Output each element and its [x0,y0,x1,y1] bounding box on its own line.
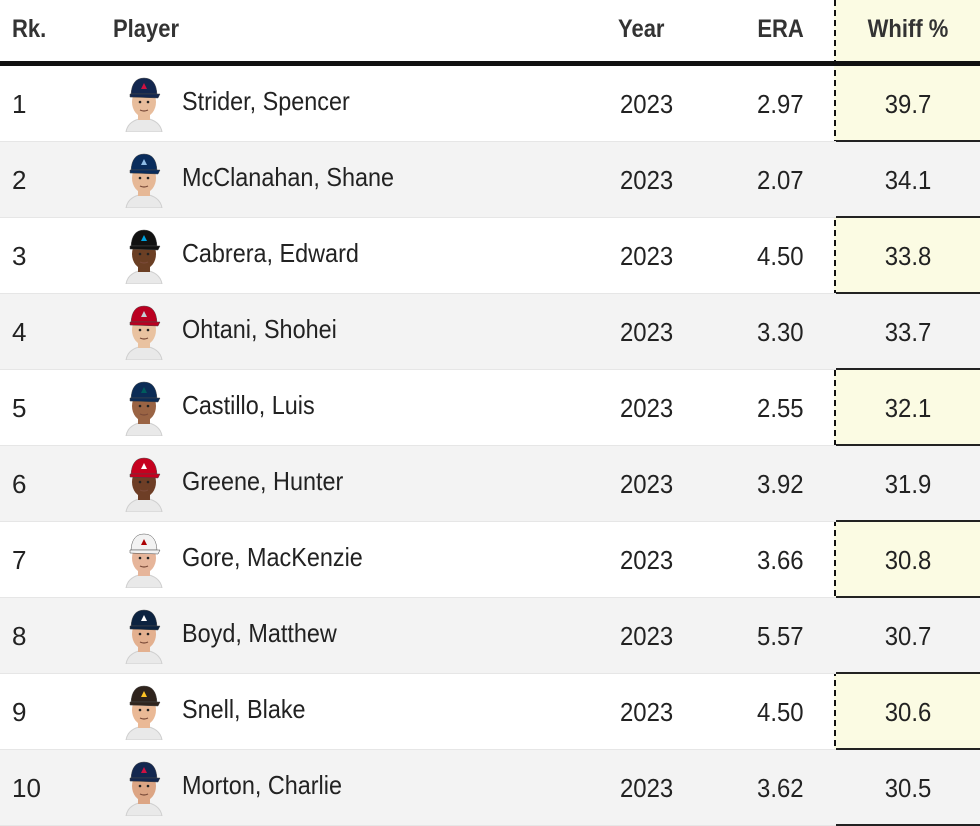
table-body: 1 Strider, Spencer 2023 2.97 39.7 2 McClanahan… [0,66,980,826]
player-headshot[interactable] [122,530,166,588]
player-name-link[interactable]: Boyd, Matthew [182,618,337,648]
whiff-column-highlight [834,0,980,826]
whiff-row-divider [836,368,980,370]
table-row: 10 Morton, Charlie 2023 3.62 30.5 [0,750,980,826]
rank-cell: 8 [12,621,27,651]
year-cell: 2023 [620,621,674,651]
player-name-link[interactable]: Snell, Blake [182,694,306,724]
rank-cell: 7 [12,545,27,575]
era-cell: 5.57 [757,621,804,651]
table-row: 3 Cabrera, Edward 2023 4.50 33.8 [0,218,980,294]
year-cell: 2023 [620,89,674,119]
player-headshot[interactable] [122,302,166,360]
player-name-link[interactable]: Cabrera, Edward [182,238,359,268]
player-name-link[interactable]: Gore, MacKenzie [182,542,363,572]
year-cell: 2023 [620,165,674,195]
whiff-cell: 33.7 [884,317,932,347]
rank-cell: 3 [12,241,27,271]
table-row: 5 Castillo, Luis 2023 2.55 32.1 [0,370,980,446]
player-headshot[interactable] [122,682,166,740]
era-cell: 3.66 [757,545,804,575]
header-player[interactable]: Player [113,15,180,43]
player-name-link[interactable]: McClanahan, Shane [182,162,395,192]
table-row: 4 Ohtani, Shohei 2023 3.30 33.7 [0,294,980,370]
whiff-cell: 39.7 [884,89,932,119]
era-cell: 3.62 [757,773,804,803]
era-cell: 4.50 [757,697,804,727]
whiff-cell: 30.7 [884,621,932,651]
whiff-row-divider [836,520,980,522]
player-name-link[interactable]: Strider, Spencer [182,86,350,116]
player-headshot[interactable] [122,150,166,208]
player-headshot[interactable] [122,454,166,512]
whiff-row-divider [836,140,980,142]
whiff-row-divider [836,748,980,750]
era-cell: 3.30 [757,317,804,347]
player-headshot[interactable] [122,606,166,664]
table-header: Rk. Player Year ERA Whiff % [0,0,980,66]
player-headshot[interactable] [122,226,166,284]
whiff-row-divider [836,216,980,218]
table-row: 7 Gore, MacKenzie 2023 3.66 30.8 [0,522,980,598]
whiff-cell: 32.1 [884,393,932,423]
table-row: 9 Snell, Blake 2023 4.50 30.6 [0,674,980,750]
player-name-link[interactable]: Greene, Hunter [182,466,344,496]
year-cell: 2023 [620,241,674,271]
rank-cell: 9 [12,697,27,727]
header-whiff[interactable]: Whiff % [867,15,949,43]
whiff-row-divider [836,672,980,674]
whiff-row-divider [836,824,980,826]
table-row: 1 Strider, Spencer 2023 2.97 39.7 [0,66,980,142]
whiff-cell: 31.9 [884,469,932,499]
whiff-row-divider [836,292,980,294]
header-rank[interactable]: Rk. [12,15,47,43]
player-headshot[interactable] [122,758,166,816]
year-cell: 2023 [620,545,674,575]
player-name-link[interactable]: Morton, Charlie [182,770,342,800]
table-row: 8 Boyd, Matthew 2023 5.57 30.7 [0,598,980,674]
year-cell: 2023 [620,469,674,499]
player-name-link[interactable]: Ohtani, Shohei [182,314,337,344]
year-cell: 2023 [620,317,674,347]
era-cell: 2.55 [757,393,804,423]
whiff-cell: 33.8 [884,241,932,271]
era-cell: 2.07 [757,165,804,195]
year-cell: 2023 [620,697,674,727]
header-era[interactable]: ERA [757,15,804,43]
player-headshot[interactable] [122,74,166,132]
rank-cell: 1 [12,89,27,119]
table-row: 6 Greene, Hunter 2023 3.92 31.9 [0,446,980,522]
rank-cell: 10 [12,773,41,803]
year-cell: 2023 [620,773,674,803]
rank-cell: 5 [12,393,27,423]
whiff-cell: 30.8 [884,545,932,575]
whiff-row-divider [836,444,980,446]
whiff-cell: 30.6 [884,697,932,727]
rank-cell: 6 [12,469,27,499]
player-name-link[interactable]: Castillo, Luis [182,390,315,420]
rank-cell: 2 [12,165,27,195]
era-cell: 4.50 [757,241,804,271]
whiff-cell: 34.1 [884,165,932,195]
whiff-cell: 30.5 [884,773,932,803]
rank-cell: 4 [12,317,27,347]
player-headshot[interactable] [122,378,166,436]
table-row: 2 McClanahan, Shane 2023 2.07 34.1 [0,142,980,218]
year-cell: 2023 [620,393,674,423]
era-cell: 2.97 [757,89,804,119]
whiff-row-divider [836,596,980,598]
era-cell: 3.92 [757,469,804,499]
header-year[interactable]: Year [618,15,665,43]
